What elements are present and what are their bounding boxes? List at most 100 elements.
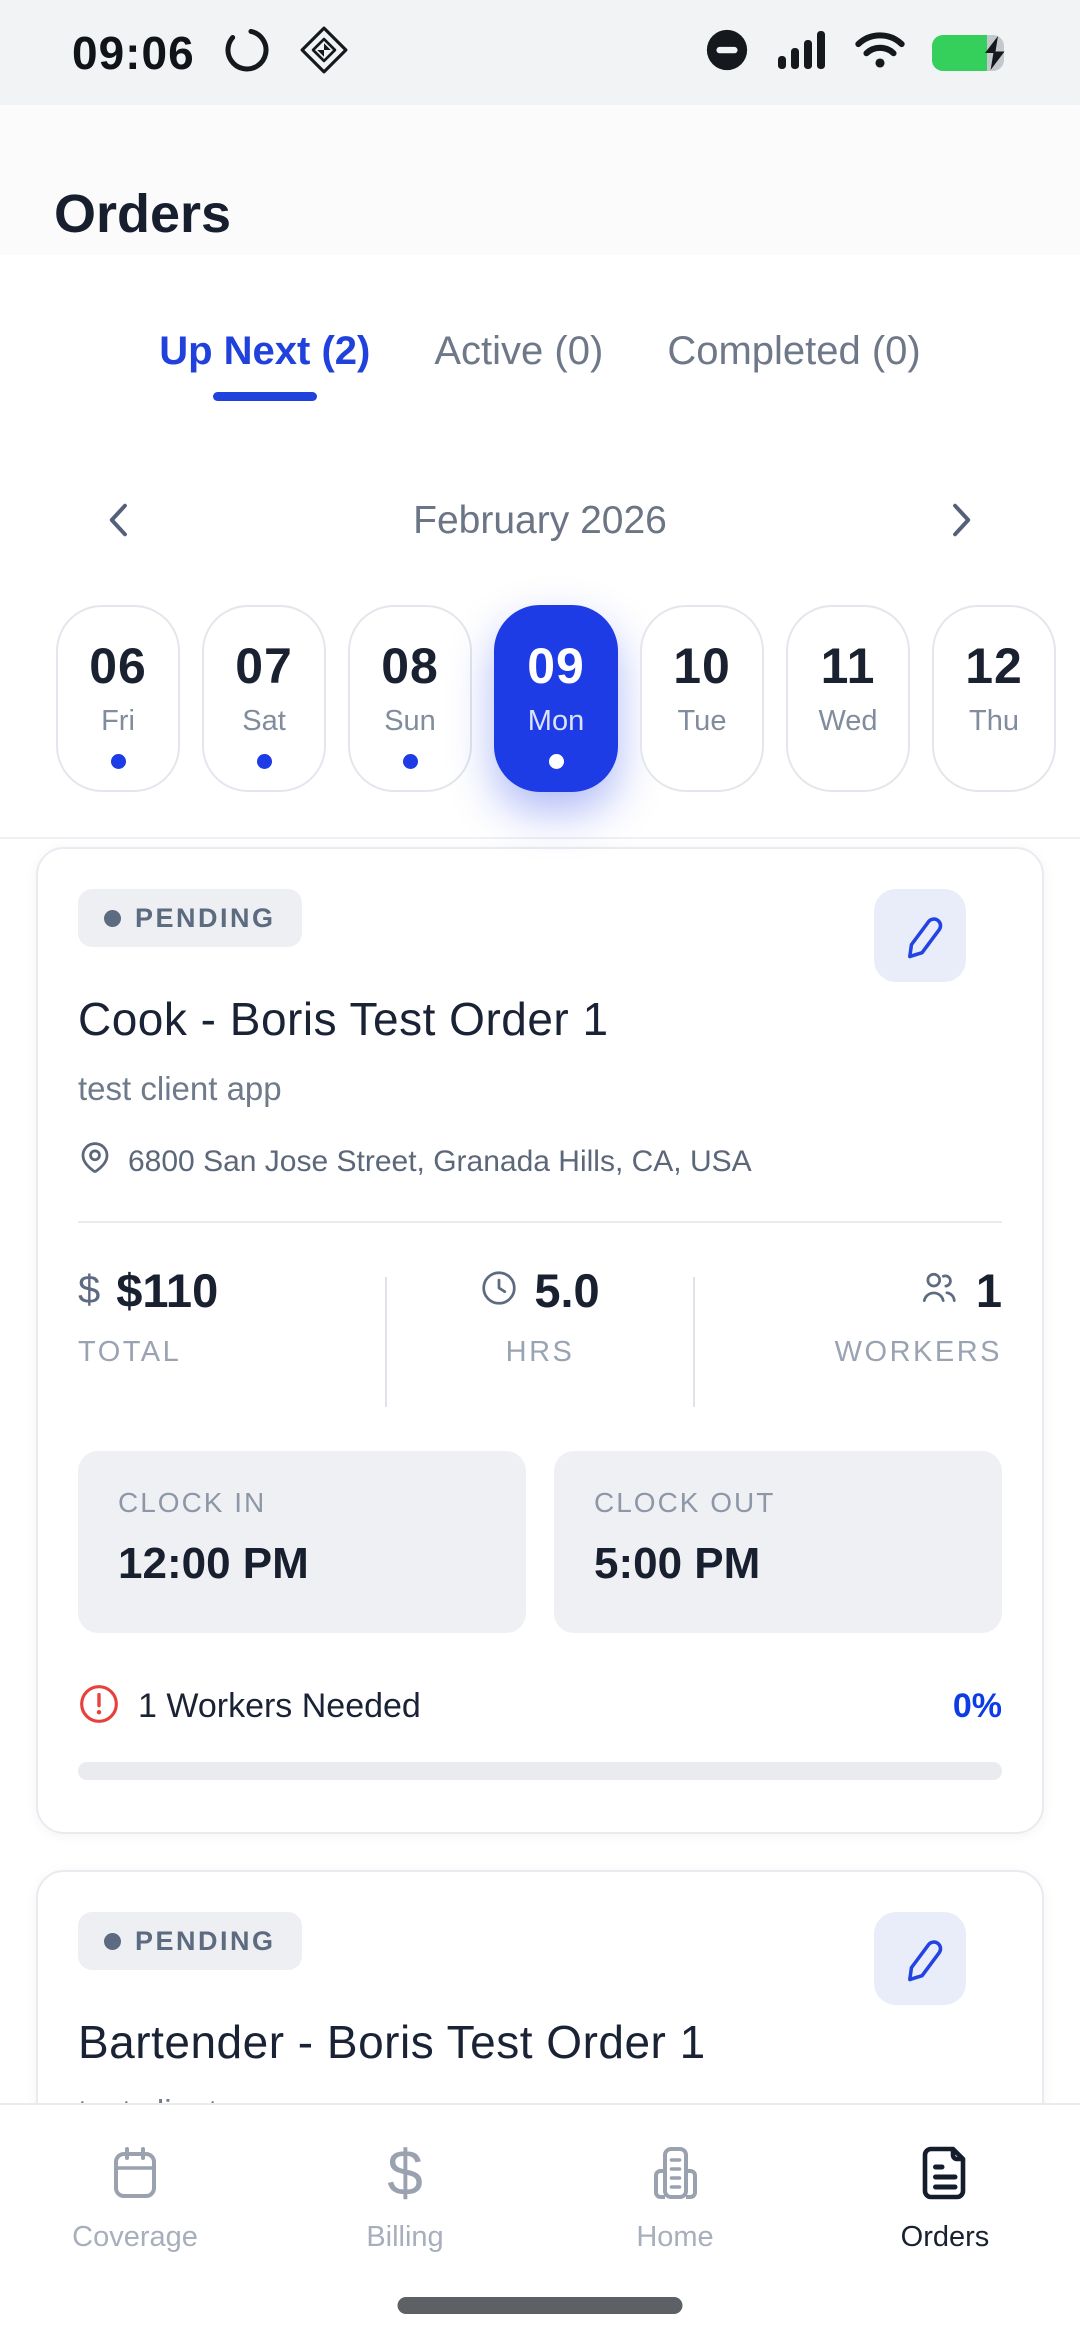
day-pill-11[interactable]: 11 Wed: [786, 605, 910, 792]
chevron-right-icon: [938, 498, 982, 545]
stat-workers-label: WORKERS: [834, 1336, 1003, 1368]
day-number: 08: [381, 638, 439, 694]
dollar-icon: $: [78, 1268, 101, 1312]
nav-label-billing: Billing: [366, 2221, 444, 2253]
fill-percent: 0%: [952, 1687, 1002, 1725]
active-tab-underline: [212, 392, 317, 401]
card-divider: [78, 1221, 1002, 1223]
order-title: Cook - Boris Test Order 1: [78, 993, 609, 1045]
stat-total: $ $110 TOTAL: [78, 1223, 385, 1407]
stat-hours: 5.0 HRS: [387, 1223, 694, 1407]
day-number: 10: [673, 638, 731, 694]
clock-in-label: CLOCK IN: [118, 1487, 267, 1518]
cell-signal-icon: [776, 28, 828, 77]
battery-icon: [932, 34, 1010, 72]
clock-icon: [480, 1263, 518, 1318]
month-label: February 2026: [413, 499, 667, 542]
day-pill-09-selected[interactable]: 09 Mon: [494, 605, 618, 792]
tab-completed-label: Completed (0): [667, 329, 921, 373]
day-pill-06[interactable]: 06 Fri: [56, 605, 180, 792]
orders-list: PENDING Cook - Boris Test Order 1 test c…: [0, 839, 1080, 2185]
stat-hours-label: HRS: [505, 1336, 575, 1368]
day-weekday: Fri: [101, 705, 135, 737]
document-icon: [913, 2139, 977, 2207]
calendar-section: Up Next (2) Active (0) Completed (0) Feb…: [0, 255, 1080, 839]
day-pill-07[interactable]: 07 Sat: [202, 605, 326, 792]
order-address: 6800 San Jose Street, Granada Hills, CA,…: [128, 1144, 752, 1178]
day-weekday: Thu: [969, 705, 1019, 737]
day-dot: [548, 754, 564, 769]
workers-icon: [918, 1263, 960, 1318]
stat-total-value: $110: [116, 1264, 219, 1317]
page-title: Orders: [54, 184, 232, 244]
do-not-disturb-icon: [704, 27, 750, 78]
tab-up-next[interactable]: Up Next (2): [159, 329, 370, 401]
day-weekday: Mon: [527, 705, 585, 737]
dollar-icon: $: [387, 2137, 423, 2209]
order-client: test client app: [78, 1070, 282, 1107]
location-pin-icon: [78, 1140, 112, 1183]
bottom-nav: Coverage $ Billing Home: [0, 2103, 1080, 2340]
status-dot-icon: [104, 909, 121, 927]
day-pill-10[interactable]: 10 Tue: [640, 605, 764, 792]
diamond-logo-icon: [299, 25, 349, 80]
day-weekday: Sun: [384, 705, 436, 737]
stat-workers: 1 WORKERS: [695, 1223, 1002, 1407]
next-month-button[interactable]: [934, 495, 986, 547]
order-stats: $ $110 TOTAL 5.0: [78, 1223, 1002, 1407]
home-indicator[interactable]: [397, 2297, 683, 2314]
status-badge: PENDING: [78, 889, 302, 947]
day-weekday: Tue: [677, 705, 727, 737]
status-badge-label: PENDING: [135, 1925, 276, 1956]
pencil-icon: [895, 909, 945, 962]
workers-needed-text: 1 Workers Needed: [138, 1687, 421, 1725]
day-weekday: Sat: [242, 705, 286, 737]
day-dot: [987, 754, 1002, 769]
order-title: Bartender - Boris Test Order 1: [78, 2016, 706, 2068]
edit-order-button[interactable]: [874, 1912, 966, 2005]
progress-bar: [78, 1762, 1002, 1780]
day-dot: [110, 754, 126, 769]
tab-active-label: Active (0): [434, 329, 604, 373]
day-pill-08[interactable]: 08 Sun: [348, 605, 472, 792]
nav-item-home[interactable]: Home: [540, 2105, 810, 2340]
stat-hours-value: 5.0: [534, 1264, 600, 1317]
status-bar: 09:06: [0, 0, 1080, 105]
pencil-icon: [895, 1932, 945, 1985]
wifi-icon: [854, 30, 906, 75]
prev-month-button[interactable]: [94, 495, 146, 547]
nav-item-orders[interactable]: Orders: [810, 2105, 1080, 2340]
nav-item-coverage[interactable]: Coverage: [0, 2105, 270, 2340]
tab-completed[interactable]: Completed (0): [667, 329, 920, 401]
clock-in-box: CLOCK IN 12:00 PM: [78, 1451, 526, 1633]
edit-order-button[interactable]: [874, 889, 966, 982]
day-number: 11: [820, 638, 876, 694]
clock-out-value: 5:00 PM: [594, 1539, 761, 1588]
page-header: Orders: [0, 105, 1080, 255]
order-tabs: Up Next (2) Active (0) Completed (0): [0, 255, 1080, 401]
clock-out-box: CLOCK OUT 5:00 PM: [554, 1451, 1002, 1633]
status-dot-icon: [104, 1932, 121, 1950]
order-card-cook[interactable]: PENDING Cook - Boris Test Order 1 test c…: [36, 847, 1044, 1834]
day-pill-12[interactable]: 12 Thu: [932, 605, 1056, 792]
nav-item-billing[interactable]: $ Billing: [270, 2105, 540, 2340]
day-dot: [402, 754, 418, 769]
stat-separator: [384, 1277, 387, 1407]
tab-active[interactable]: Active (0): [434, 329, 603, 401]
nav-label-coverage: Coverage: [72, 2221, 198, 2253]
nav-label-home: Home: [636, 2221, 714, 2253]
clock-out-label: CLOCK OUT: [594, 1487, 776, 1518]
status-time: 09:06: [72, 26, 195, 79]
building-icon: [643, 2139, 707, 2207]
day-number: 09: [527, 638, 585, 694]
day-dot: [695, 754, 710, 769]
loading-spinner-icon: [223, 26, 271, 79]
stat-separator: [693, 1277, 696, 1407]
day-number: 06: [89, 638, 147, 694]
chevron-left-icon: [98, 498, 142, 545]
alert-icon: [78, 1683, 120, 1730]
month-navigator: February 2026: [0, 495, 1080, 547]
clock-in-value: 12:00 PM: [118, 1539, 309, 1588]
day-number: 07: [235, 638, 293, 694]
